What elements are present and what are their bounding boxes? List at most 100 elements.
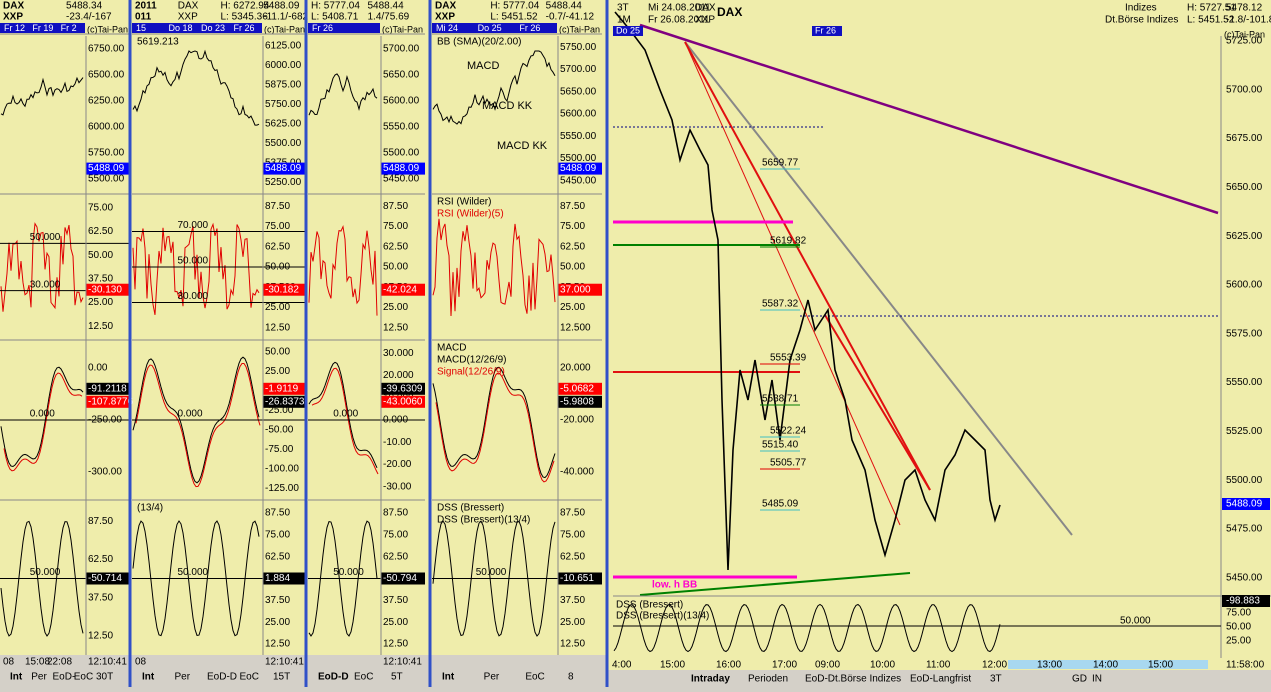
rsi-line [432, 218, 556, 317]
indicator-line [0, 366, 84, 468]
footer-tab[interactable]: EoD-Dt.Börse Indizes [805, 674, 901, 685]
footer-tab[interactable]: 3T [990, 674, 1002, 685]
header-text: H: 5777.04 [311, 1, 360, 12]
signal-line [135, 363, 261, 488]
level-label: 5587.32 [762, 299, 799, 310]
footer-tab[interactable]: Perioden [748, 674, 788, 685]
date-label: Mi 24 [436, 23, 458, 33]
y-tick-label: 50.00 [560, 262, 585, 273]
y-tick-label: 25.00 [560, 302, 585, 313]
header-text: L: 5345.36 [221, 12, 269, 23]
level-label: 50.000 [30, 232, 61, 243]
footer-tab[interactable]: EoD-D [207, 672, 237, 683]
footer-tab[interactable]: EoC [525, 672, 544, 683]
footer-tab[interactable]: Per [484, 672, 500, 683]
time-label: 10:00 [870, 660, 895, 671]
value-marker [263, 162, 307, 175]
y-tick-label: 5650.00 [1226, 182, 1263, 193]
footer-tab[interactable]: Per [175, 672, 191, 683]
tab-label: (c)Tai-Pan [264, 24, 305, 34]
header-text: 2011 [135, 1, 157, 12]
value-marker-label: -1.9119 [265, 383, 299, 394]
y-tick-label: 37.50 [88, 273, 113, 284]
footer-tab[interactable]: EoC [74, 672, 93, 683]
y-tick-label: 5575.00 [1226, 328, 1263, 339]
indicator-line [132, 520, 260, 637]
level-label: 50.000 [30, 567, 61, 578]
y-tick-label: 5875.00 [265, 79, 302, 90]
value-marker [86, 395, 130, 408]
y-tick-label: 12.50 [383, 322, 408, 333]
value-marker [381, 162, 425, 175]
header-text: 5488.34 [66, 1, 103, 12]
price-line [614, 11, 1001, 571]
value-marker-label: -10.651 [560, 573, 594, 584]
y-tick-label: 0.00 [88, 363, 108, 374]
clock-label: 11:58:00 [1226, 660, 1265, 671]
footer-tab[interactable]: Per [31, 672, 47, 683]
header-text: XXP [3, 12, 23, 23]
y-tick-label: -10.00 [383, 437, 412, 448]
timeframe[interactable]: 15T [273, 672, 290, 683]
value-marker [86, 382, 130, 395]
header-text: 1M [617, 15, 631, 26]
header-text: DAX [695, 3, 716, 14]
date-label: Do 18 [169, 23, 193, 33]
footer-tab[interactable]: IN [1092, 674, 1102, 685]
header-text: DAX [178, 1, 199, 12]
y-tick-label: 5750.00 [88, 148, 125, 159]
footer-tab[interactable]: Int [442, 672, 455, 683]
y-tick-label: 30.000 [383, 348, 414, 359]
y-tick-label: 87.50 [560, 201, 585, 212]
header-text: H: 6272.94 [221, 1, 270, 12]
level-label: 5619.82 [770, 236, 807, 247]
y-tick-label: 5475.00 [1226, 524, 1263, 535]
y-tick-label: 50.00 [88, 250, 113, 261]
time-label: 15:00 [660, 660, 685, 671]
value-marker [381, 382, 425, 395]
y-tick-label: 5625.00 [265, 118, 302, 129]
y-tick-label: 50.00 [383, 262, 408, 273]
indicator-label: Signal(12/26/9) [437, 367, 505, 378]
date-label: Do 25 [616, 25, 640, 35]
footer-tab[interactable]: Intraday [691, 674, 730, 685]
y-tick-label: 87.50 [560, 508, 585, 519]
trend-line [684, 41, 931, 491]
header-text: Dt.Börse Indizes [1105, 15, 1178, 26]
date-label: Fr 26 [312, 23, 333, 33]
footer-tab[interactable]: GD [1072, 674, 1087, 685]
header-text: -23.4/-167 [66, 12, 112, 23]
level-label: 50.000 [1120, 616, 1151, 627]
footer-tab[interactable]: EoC [240, 672, 259, 683]
header-text: DAX [717, 5, 742, 19]
timeframe[interactable]: 8 [568, 672, 574, 683]
y-tick-label: 5550.00 [383, 122, 420, 133]
indicator-line [613, 603, 1001, 653]
y-tick-label: 6500.00 [88, 70, 125, 81]
date-bar [812, 26, 842, 36]
footer-tab[interactable]: EoD-Langfrist [910, 674, 971, 685]
footer-tab[interactable]: Int [142, 672, 155, 683]
time-label: 15:08 [25, 657, 50, 668]
level-label: 5553.39 [770, 353, 807, 364]
trend-line [639, 572, 911, 596]
footer-tab[interactable]: EoC [354, 672, 373, 683]
value-marker [1222, 595, 1270, 607]
timeframe[interactable]: 5T [391, 672, 403, 683]
footer-tab[interactable]: EoD-D [318, 672, 349, 683]
indicator-label: DSS (Bressert) [616, 600, 683, 611]
time-label: 14:00 [1093, 660, 1118, 671]
header-text: Fr 26.08.2011 [648, 15, 710, 26]
level-label: 5485.09 [762, 499, 799, 510]
y-tick-label: 5450.00 [560, 175, 597, 186]
footer-tab[interactable]: Int [10, 672, 23, 683]
level-label: 0.000 [30, 409, 55, 420]
header-text: XXP [178, 12, 198, 23]
y-tick-label: 5725.00 [1226, 36, 1263, 47]
footer-bar [608, 670, 1271, 687]
time-label: 22:08 [47, 657, 72, 668]
timeframe[interactable]: 30T [96, 672, 113, 683]
rsi-line [308, 225, 378, 316]
footer-tab[interactable]: EoD- [53, 672, 76, 683]
